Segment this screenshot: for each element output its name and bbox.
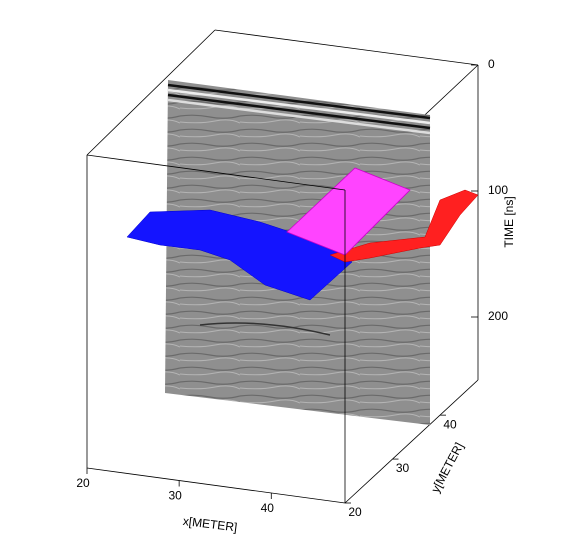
z-tick-label: 0 <box>488 57 495 71</box>
magenta-plane <box>286 167 411 256</box>
red-horizon <box>329 189 479 263</box>
radargram-reflectors <box>167 83 431 336</box>
y-tick-label: 30 <box>396 461 410 475</box>
y-tick-label: 20 <box>348 505 362 519</box>
y-tick-label: 40 <box>443 417 457 431</box>
box-front <box>86 154 346 504</box>
z-axis-label: TIME [ns] <box>502 196 516 247</box>
y-axis-label: y[METER] <box>428 440 466 495</box>
x-tick-label: 20 <box>76 476 90 490</box>
x-axis-label: x[METER] <box>182 514 238 535</box>
blue-horizon <box>126 209 353 301</box>
z-tick-label: 200 <box>488 309 508 323</box>
x-tick-label: 30 <box>168 489 182 503</box>
x-tick-label: 40 <box>261 501 275 515</box>
z-tick-label: 100 <box>488 183 508 197</box>
